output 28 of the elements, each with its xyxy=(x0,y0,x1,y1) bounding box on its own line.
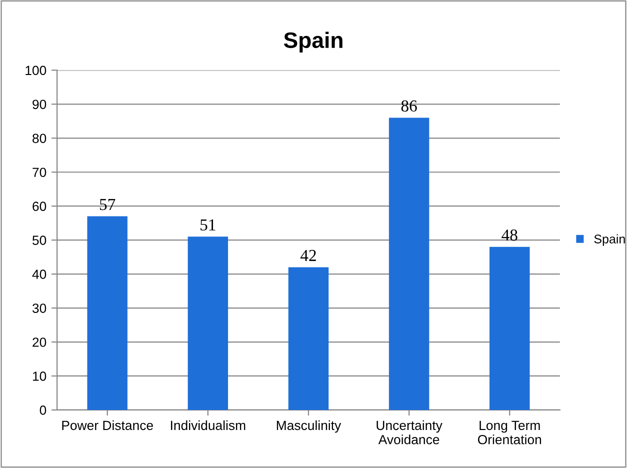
y-tick-label: 40 xyxy=(32,270,46,279)
x-tick-label: Masculinity xyxy=(276,420,342,433)
bar xyxy=(188,236,228,410)
bar xyxy=(87,216,128,410)
x-tick-label: Long Term Orientation xyxy=(478,420,542,444)
y-tick-label: 80 xyxy=(32,134,46,144)
data-label: 48 xyxy=(502,229,518,241)
y-tick-label: 100 xyxy=(26,66,46,76)
y-tick-label: 60 xyxy=(32,202,46,212)
bar xyxy=(388,118,430,410)
x-tick-label: Individualism xyxy=(171,420,246,430)
y-tick-label: 20 xyxy=(32,338,46,347)
bar xyxy=(490,246,530,410)
y-tick-label: 50 xyxy=(32,236,46,245)
y-tick-label: 70 xyxy=(32,168,46,178)
y-tick-label: 90 xyxy=(32,100,46,110)
data-label: 86 xyxy=(401,100,417,112)
x-tick-label: Power Distance xyxy=(62,420,153,430)
data-label: 42 xyxy=(300,250,316,261)
y-tick-label: 0 xyxy=(40,406,46,415)
x-tick-label: Uncertainty Avoidance xyxy=(376,420,442,444)
y-tick-label: 30 xyxy=(32,304,46,313)
bar xyxy=(288,267,329,410)
legend-label: Spain xyxy=(594,234,625,246)
y-tick-label: 10 xyxy=(32,372,46,381)
data-label: 51 xyxy=(200,219,216,231)
data-label: 57 xyxy=(100,199,116,210)
chart-title: Spain xyxy=(284,32,342,52)
